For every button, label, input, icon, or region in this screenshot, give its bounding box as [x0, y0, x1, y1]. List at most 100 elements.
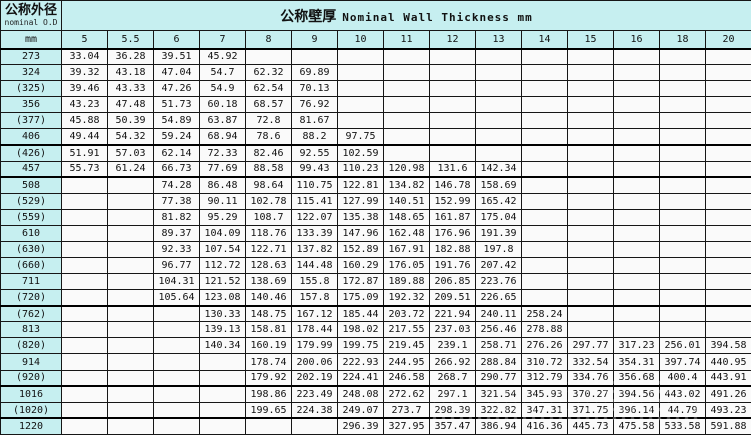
weight-cell: 244.95 — [383, 353, 430, 371]
weight-cell — [107, 257, 154, 275]
weight-cell: 137.82 — [291, 240, 338, 259]
weight-cell — [107, 176, 154, 194]
thickness-header-6: 6 — [153, 30, 200, 50]
weight-cell — [475, 80, 522, 98]
weight-cell — [475, 128, 522, 146]
weight-cell: 207.42 — [475, 257, 522, 275]
weight-cell — [659, 224, 706, 242]
weight-cell — [704, 208, 751, 226]
weight-cell: 36.28 — [107, 47, 154, 66]
table-header: 公称外径 nominal O.D 公称壁厚 Nominal Wall Thick… — [0, 0, 751, 50]
weight-cell — [291, 47, 338, 66]
weight-cell — [567, 64, 614, 82]
weight-cell: 102.78 — [245, 192, 292, 210]
od-cell: 914 — [0, 353, 62, 371]
weight-cell: 288.84 — [475, 353, 522, 371]
weight-cell: 54.89 — [153, 112, 200, 130]
weight-cell — [567, 304, 614, 323]
od-cell: (720) — [0, 289, 62, 307]
weight-cell — [61, 417, 108, 435]
weight-cell: 160.19 — [245, 337, 292, 355]
weight-cell: 397.74 — [659, 353, 706, 371]
weight-cell: 416.36 — [521, 417, 568, 435]
weight-cell: 104.09 — [199, 224, 246, 242]
weight-cell: 189.88 — [383, 273, 430, 291]
weight-cell — [521, 240, 568, 259]
weight-cell: 49.44 — [61, 128, 108, 146]
weight-cell — [429, 80, 476, 98]
weight-cell — [613, 304, 660, 323]
weight-cell: 131.6 — [429, 160, 476, 178]
weight-cell — [704, 304, 751, 323]
weight-cell: 54.32 — [107, 128, 154, 146]
weight-cell: 322.82 — [475, 401, 522, 419]
weight-cell — [613, 224, 660, 242]
od-cell: 324 — [0, 64, 62, 82]
thickness-header-7: 7 — [199, 30, 246, 50]
weight-cell — [567, 240, 614, 259]
weight-cell — [613, 143, 660, 162]
corner-subtitle: nominal O.D — [4, 18, 58, 27]
weight-cell — [429, 112, 476, 130]
weight-cell: 134.82 — [383, 176, 430, 194]
weight-cell: 110.75 — [291, 176, 338, 194]
od-cell: 1220 — [0, 417, 62, 435]
weight-cell: 51.73 — [153, 96, 200, 114]
weight-cell — [61, 401, 108, 419]
weight-cell — [659, 176, 706, 194]
weight-cell — [613, 240, 660, 259]
weight-cell: 256.01 — [659, 337, 706, 355]
weight-cell — [337, 96, 384, 114]
weight-cell: 249.07 — [337, 401, 384, 419]
weight-cell — [383, 112, 430, 130]
weight-cell: 175.09 — [337, 289, 384, 307]
table-row: 356 43.23 47.48 51.73 60.18 68.57 76.92 — [0, 96, 751, 114]
weight-cell: 51.91 — [61, 143, 108, 162]
table-body: 273 33.04 36.28 39.51 45.92 324 39.32 43.18 47.0… — [0, 47, 751, 435]
weight-cell — [704, 128, 751, 146]
weight-cell: 62.14 — [153, 143, 200, 162]
weight-cell: 386.94 — [475, 417, 522, 435]
weight-cell — [153, 369, 200, 387]
weight-cell: 135.38 — [337, 208, 384, 226]
weight-cell: 268.7 — [429, 369, 476, 387]
weight-cell — [107, 289, 154, 307]
weight-cell — [521, 64, 568, 82]
weight-cell — [613, 96, 660, 114]
weight-cell: 290.77 — [475, 369, 522, 387]
weight-cell: 118.76 — [245, 224, 292, 242]
weight-cell: 39.32 — [61, 64, 108, 82]
table-row: (820) 140.34 160.19 179.99 199.75 219.45 239.1… — [0, 337, 751, 355]
weight-cell — [567, 96, 614, 114]
thickness-header-11: 11 — [383, 30, 430, 50]
weight-cell: 278.88 — [521, 321, 568, 339]
thickness-header-5.5: 5.5 — [107, 30, 154, 50]
table-row: (377) 45.88 50.39 54.89 63.87 72.8 81.67 — [0, 112, 751, 130]
weight-cell — [704, 192, 751, 210]
weight-cell — [704, 321, 751, 339]
weight-cell — [337, 47, 384, 66]
weight-cell: 493.23 — [704, 401, 751, 419]
weight-cell: 312.79 — [521, 369, 568, 387]
weight-cell: 130.33 — [199, 304, 246, 323]
weight-cell: 167.12 — [291, 304, 338, 323]
weight-cell — [567, 160, 614, 178]
weight-cell: 266.92 — [429, 353, 476, 371]
weight-cell: 310.72 — [521, 353, 568, 371]
weight-cell — [704, 240, 751, 259]
weight-cell — [61, 369, 108, 387]
weight-cell: 110.23 — [337, 160, 384, 178]
weight-cell: 50.39 — [107, 112, 154, 130]
weight-cell: 140.51 — [383, 192, 430, 210]
weight-cell — [107, 353, 154, 371]
weight-cell: 152.99 — [429, 192, 476, 210]
weight-cell — [521, 257, 568, 275]
weight-cell: 43.18 — [107, 64, 154, 82]
weight-cell — [659, 273, 706, 291]
weight-cell — [521, 112, 568, 130]
weight-cell — [567, 321, 614, 339]
weight-cell: 81.67 — [291, 112, 338, 130]
weight-cell: 357.47 — [429, 417, 476, 435]
od-cell: (377) — [0, 112, 62, 130]
weight-cell — [659, 143, 706, 162]
